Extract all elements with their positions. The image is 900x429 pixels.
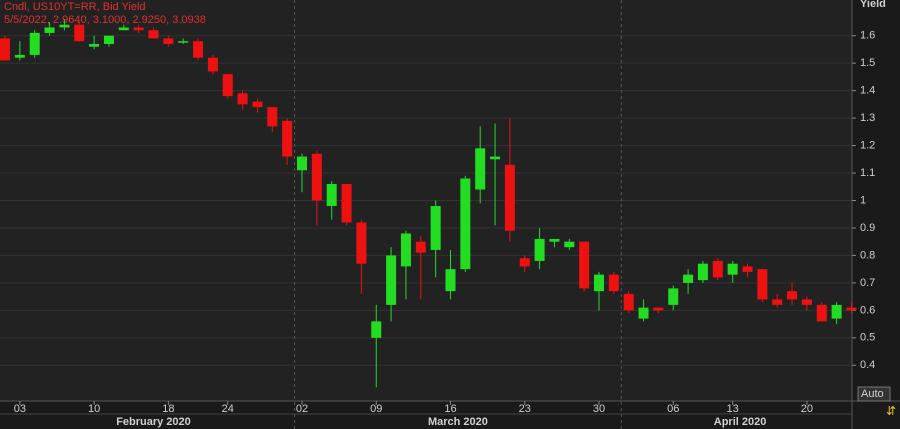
y-tick-label: 0.5	[860, 332, 875, 344]
x-tick-label: 20	[801, 403, 813, 415]
candle-body	[460, 178, 471, 270]
candle-body	[816, 304, 827, 322]
candle-body	[29, 32, 40, 55]
x-tick-label: 30	[593, 403, 605, 415]
month-label: February 2020	[116, 416, 191, 428]
auto-button[interactable]	[857, 386, 891, 402]
candle-body	[787, 291, 798, 300]
y-tick-label: 1.4	[860, 85, 875, 97]
candle-body	[44, 27, 55, 33]
candle-body	[59, 24, 70, 28]
candle-body	[727, 263, 738, 275]
candle-body	[297, 156, 307, 171]
candle-body	[594, 274, 604, 292]
scale-icon[interactable]: ⇵	[886, 404, 896, 418]
candle-body	[697, 263, 708, 281]
candle-body	[341, 184, 352, 223]
candle-body	[311, 153, 322, 201]
x-tick-label: 10	[88, 403, 100, 415]
candle-body	[445, 269, 456, 292]
x-tick-label: 18	[162, 403, 174, 415]
candle-body	[178, 41, 189, 43]
month-label: April 2020	[714, 416, 767, 428]
candle-body	[386, 255, 397, 305]
candle-body	[608, 274, 619, 292]
x-tick-label: 02	[296, 403, 308, 415]
candle-body	[801, 299, 812, 305]
x-tick-label: 03	[14, 403, 26, 415]
y-tick-label: 1.2	[860, 139, 875, 151]
candle-body	[534, 238, 545, 261]
candle-body	[504, 164, 515, 231]
candle-body	[163, 38, 174, 44]
y-tick-label: 0.9	[860, 222, 875, 234]
candle-body	[0, 38, 10, 61]
chart-title: Cndl, US10YT=RR, Bid Yield	[4, 1, 146, 13]
chart-subtitle: 5/5/2022, 2.9640, 3.1000, 2.9250, 3.0938	[4, 14, 206, 26]
candle-body	[400, 233, 411, 267]
candle-body	[638, 307, 649, 319]
candle-body	[712, 260, 723, 278]
candle-body	[356, 222, 367, 264]
candle-body	[415, 241, 426, 253]
candle-body	[653, 307, 664, 311]
month-label: March 2020	[428, 416, 488, 428]
candle-body	[282, 120, 293, 157]
candle-body	[193, 41, 204, 58]
x-axis-panel	[0, 401, 852, 429]
auto-button-label[interactable]: Auto	[861, 388, 884, 400]
candle-body	[118, 27, 129, 31]
y-tick-label: 1.3	[860, 112, 875, 124]
candle-body	[668, 288, 679, 305]
candle-body	[207, 57, 218, 72]
x-tick-label: 24	[222, 403, 234, 415]
candle-body	[846, 307, 857, 311]
candle-body	[772, 299, 783, 305]
y-tick-label: 1	[860, 194, 866, 206]
candle-body	[133, 27, 144, 31]
y-tick-label: 0.8	[860, 249, 875, 261]
candle-body	[475, 148, 486, 190]
candle-body	[683, 274, 694, 283]
y-axis-title: Yield	[860, 0, 886, 10]
y-tick-label: 0.6	[860, 304, 875, 316]
candle-body	[519, 258, 530, 267]
y-tick-label: 1.6	[860, 30, 875, 42]
x-tick-label: 16	[444, 403, 456, 415]
y-axis-panel	[852, 0, 900, 429]
candle-body	[237, 93, 248, 105]
x-tick-label: 09	[370, 403, 382, 415]
candle-body	[103, 35, 114, 44]
candle-body	[14, 54, 25, 58]
candle-body	[371, 321, 382, 338]
candle-body	[831, 304, 842, 319]
y-tick-label: 0.7	[860, 277, 875, 289]
y-tick-label: 1.1	[860, 167, 875, 179]
candle-body	[490, 156, 501, 160]
candle-body	[222, 74, 233, 97]
y-tick-label: 1.5	[860, 57, 875, 69]
candle-body	[148, 30, 159, 39]
y-tick-label: 0.4	[860, 359, 875, 371]
candle-body	[74, 24, 85, 42]
candle-body	[579, 241, 590, 289]
x-tick-label: 13	[727, 403, 739, 415]
x-tick-label: 23	[519, 403, 531, 415]
candle-body	[623, 293, 634, 311]
candle-body	[430, 205, 441, 250]
candle-body	[757, 269, 768, 300]
candle-body	[252, 101, 263, 108]
candle-body	[267, 107, 278, 127]
candle-body	[326, 184, 337, 206]
candle-body	[564, 241, 575, 248]
candle-body	[89, 43, 100, 47]
candle-body	[549, 238, 560, 242]
candle-body	[742, 266, 753, 272]
x-tick-label: 06	[667, 403, 679, 415]
